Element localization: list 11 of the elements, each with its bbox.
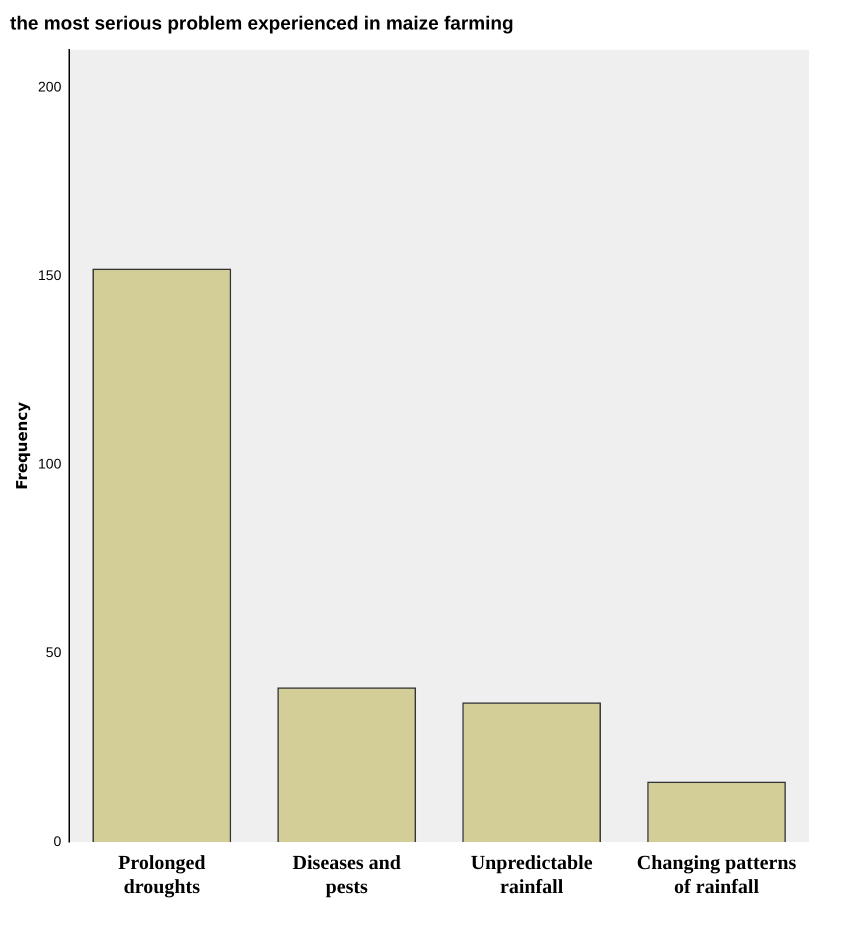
y-tick-label: 0 — [54, 832, 62, 849]
y-axis-title: Frequency — [12, 402, 31, 490]
x-tick-label: Unpredictable rainfall — [470, 852, 593, 898]
x-tick-label: Diseases and pests — [292, 852, 401, 898]
y-tick-label: 150 — [38, 267, 62, 283]
x-tick-label: Changing patterns of rainfall — [636, 852, 796, 898]
y-tick-label: 200 — [38, 78, 62, 94]
chart-title: the most serious problem experienced in maize farming — [10, 14, 514, 35]
x-tick-label: Prolonged droughts — [118, 852, 206, 898]
y-tick-label: 50 — [46, 644, 62, 660]
y-tick-label: 100 — [38, 456, 62, 472]
